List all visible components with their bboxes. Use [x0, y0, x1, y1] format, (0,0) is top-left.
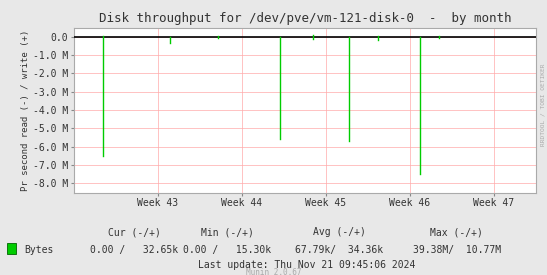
Text: 0.00 /   32.65k: 0.00 / 32.65k [90, 245, 178, 255]
Text: 67.79k/  34.36k: 67.79k/ 34.36k [295, 245, 383, 255]
Text: 0.00 /   15.30k: 0.00 / 15.30k [183, 245, 271, 255]
Y-axis label: Pr second read (-) / write (+): Pr second read (-) / write (+) [21, 29, 30, 191]
Text: Munin 2.0.67: Munin 2.0.67 [246, 268, 301, 275]
Text: Avg (-/+): Avg (-/+) [313, 227, 365, 237]
Text: Bytes: Bytes [24, 245, 54, 255]
Text: Cur (-/+): Cur (-/+) [108, 227, 160, 237]
Text: RRDTOOL / TOBI OETIKER: RRDTOOL / TOBI OETIKER [541, 63, 546, 146]
Text: Max (-/+): Max (-/+) [430, 227, 483, 237]
Title: Disk throughput for /dev/pve/vm-121-disk-0  -  by month: Disk throughput for /dev/pve/vm-121-disk… [98, 12, 511, 25]
Text: Min (-/+): Min (-/+) [201, 227, 253, 237]
Text: 39.38M/  10.77M: 39.38M/ 10.77M [412, 245, 501, 255]
Text: Last update: Thu Nov 21 09:45:06 2024: Last update: Thu Nov 21 09:45:06 2024 [197, 260, 415, 270]
